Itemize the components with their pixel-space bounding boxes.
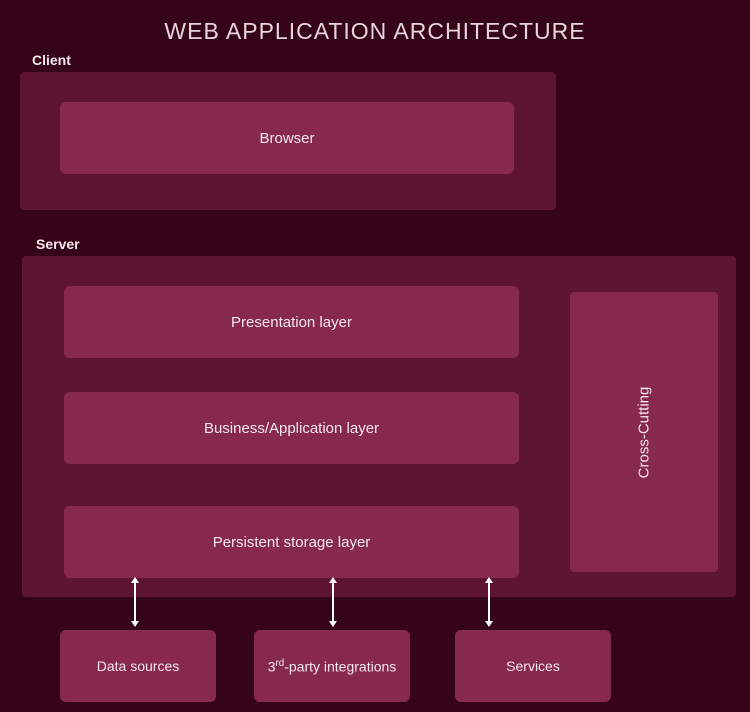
client-container: Browser [20, 72, 556, 210]
integrations-box: 3rd-party integrations [254, 630, 410, 702]
cross-cutting-box: Cross-Cutting [570, 292, 718, 572]
diagram-title: WEB APPLICATION ARCHITECTURE [0, 0, 750, 45]
services-box: Services [455, 630, 611, 702]
storage-layer-box: Persistent storage layer [64, 506, 519, 578]
arrow-services [488, 582, 490, 622]
client-label: Client [32, 52, 71, 68]
cross-cutting-label: Cross-Cutting [635, 386, 652, 478]
server-label: Server [36, 236, 80, 252]
presentation-layer-box: Presentation layer [64, 286, 519, 358]
server-container: Presentation layer Business/Application … [22, 256, 736, 597]
integrations-label: 3rd-party integrations [268, 658, 397, 675]
data-sources-box: Data sources [60, 630, 216, 702]
business-layer-box: Business/Application layer [64, 392, 519, 464]
arrow-integrations [332, 582, 334, 622]
browser-box: Browser [60, 102, 514, 174]
arrow-data-sources [134, 582, 136, 622]
